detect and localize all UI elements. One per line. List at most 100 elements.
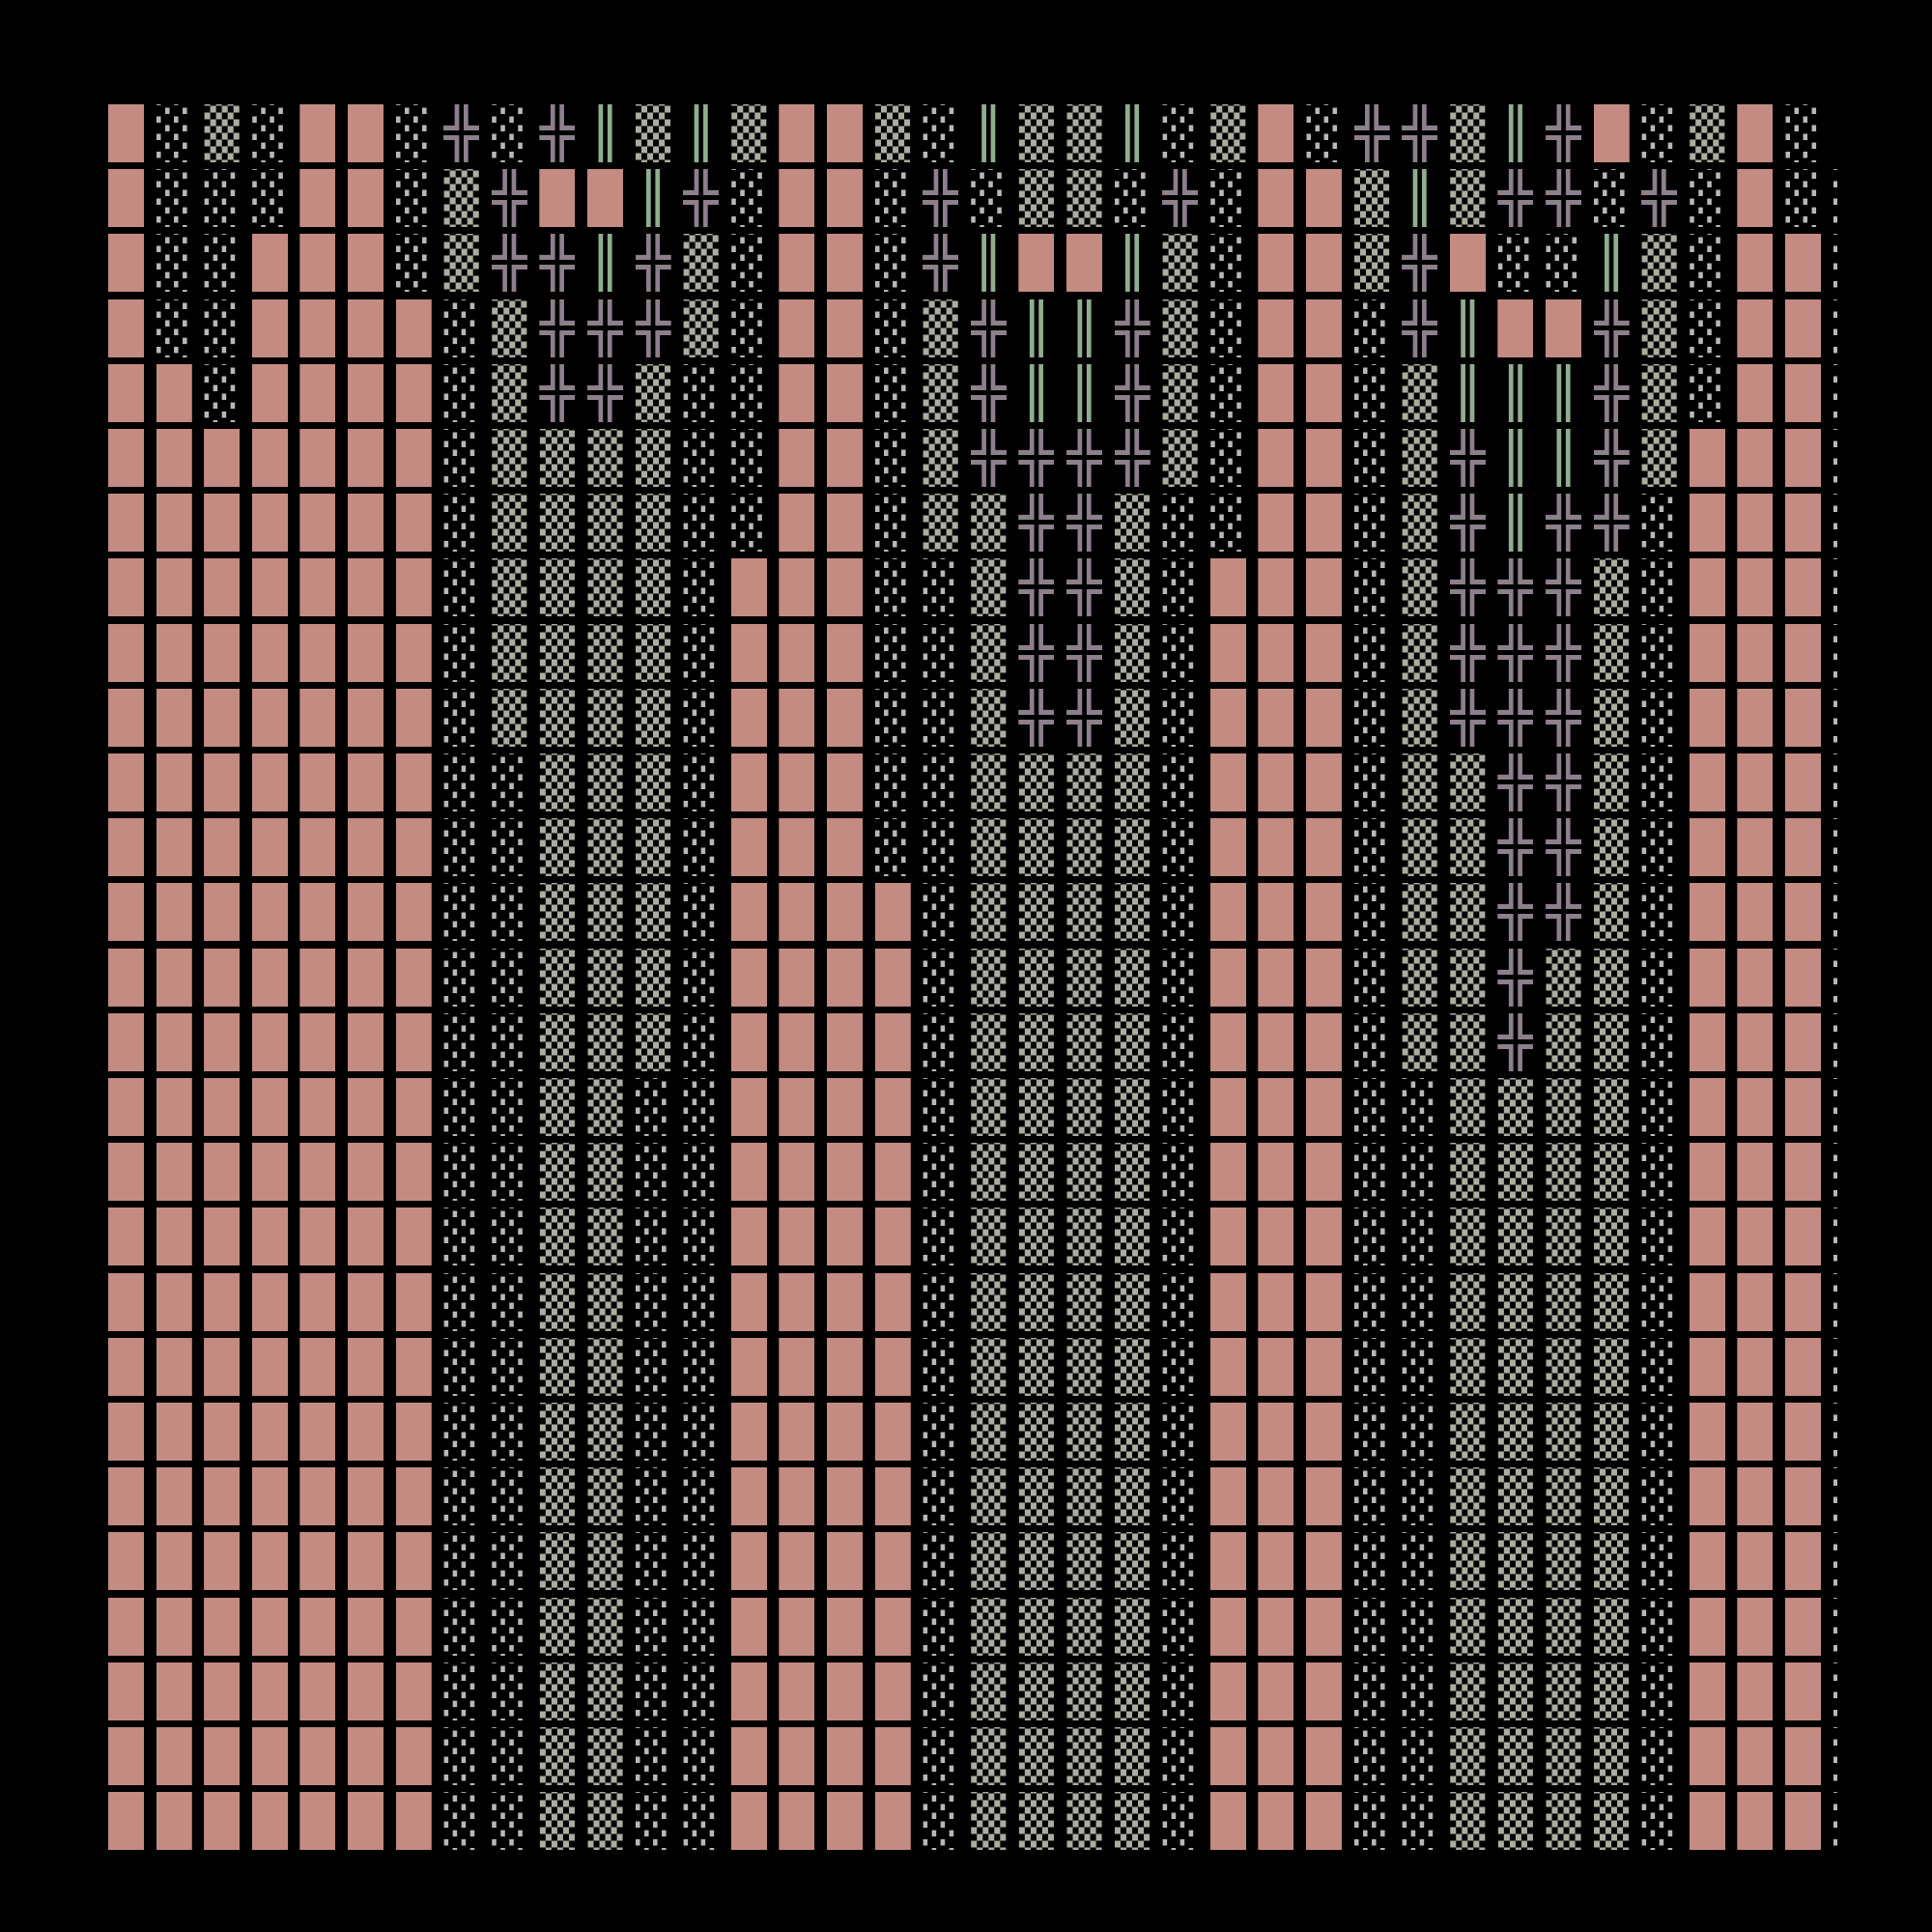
block-tile: █ [108, 1337, 144, 1396]
light-shade-tile: ░ [1354, 818, 1390, 877]
medium-shade-tile: ▒ [1018, 948, 1054, 1007]
medium-shade-tile: ▒ [1546, 1792, 1581, 1851]
block-tile: █ [108, 1012, 144, 1071]
medium-shade-tile: ▒ [1066, 1467, 1102, 1526]
light-shade-tile: ░ [731, 429, 767, 487]
medium-shade-tile: ▒ [1594, 1403, 1630, 1461]
medium-shade-tile: ▒ [1450, 1662, 1486, 1720]
block-tile: █ [348, 558, 384, 617]
block-tile: █ [1737, 1403, 1773, 1461]
light-shade-tile: ░ [731, 234, 767, 293]
light-shade-tile: ░ [1402, 1662, 1437, 1720]
block-tile: █ [156, 429, 192, 487]
light-shade-tile: ░ [1833, 429, 1837, 487]
medium-shade-tile: ▒ [1115, 1012, 1151, 1071]
medium-shade-tile: ▒ [636, 883, 671, 942]
bar-tile: ║ [1066, 298, 1102, 357]
medium-shade-tile: ▒ [1115, 948, 1151, 1007]
light-shade-tile: ░ [731, 494, 767, 553]
light-shade-tile: ░ [1641, 1727, 1677, 1785]
block-tile: █ [252, 1403, 288, 1461]
light-shade-tile: ░ [1115, 169, 1151, 228]
block-tile: █ [1306, 1078, 1342, 1136]
medium-shade-tile: ▒ [971, 1143, 1007, 1202]
block-tile: █ [396, 429, 432, 487]
block-tile: █ [731, 1403, 767, 1461]
light-shade-tile: ░ [875, 169, 911, 228]
light-shade-tile: ░ [683, 948, 719, 1007]
light-shade-tile: ░ [1833, 558, 1837, 616]
medium-shade-tile: ▒ [539, 1208, 575, 1266]
light-shade-tile: ░ [1162, 1143, 1198, 1202]
medium-shade-tile: ▒ [539, 494, 575, 553]
block-tile: █ [252, 298, 288, 357]
block-tile: █ [1785, 1597, 1821, 1656]
medium-shade-tile: ▒ [1402, 1012, 1437, 1071]
block-tile: █ [156, 1532, 192, 1591]
block-tile: █ [1258, 623, 1293, 682]
medium-shade-tile: ▒ [1450, 883, 1486, 942]
block-tile: █ [1737, 494, 1773, 553]
light-shade-tile: ░ [156, 169, 192, 228]
block-tile: █ [1258, 818, 1293, 877]
block-tile: █ [1737, 363, 1773, 422]
medium-shade-tile: ▒ [1594, 1272, 1630, 1331]
cross-tile: ╬ [1546, 818, 1581, 877]
block-tile: █ [1306, 948, 1342, 1007]
cross-tile: ╬ [1018, 558, 1054, 617]
medium-shade-tile: ▒ [539, 1792, 575, 1851]
light-shade-tile: ░ [443, 1727, 479, 1785]
block-tile: █ [731, 753, 767, 811]
block-tile: █ [1258, 1012, 1293, 1071]
light-shade-tile: ░ [1162, 494, 1198, 553]
block-tile: █ [348, 1727, 384, 1785]
medium-shade-tile: ▒ [1450, 1143, 1486, 1202]
light-shade-tile: ░ [443, 429, 479, 487]
light-shade-tile: ░ [875, 494, 911, 553]
light-shade-tile: ░ [1690, 298, 1725, 357]
block-tile: █ [299, 558, 335, 617]
light-shade-tile: ░ [1641, 1467, 1677, 1526]
block-tile: █ [1690, 623, 1725, 682]
block-tile: █ [1210, 883, 1246, 942]
light-shade-tile: ░ [1402, 1208, 1437, 1266]
block-tile: █ [1210, 1727, 1246, 1785]
medium-shade-tile: ▒ [587, 753, 623, 811]
block-tile: █ [779, 558, 814, 617]
block-tile: █ [779, 298, 814, 357]
block-tile: █ [1785, 1078, 1821, 1136]
block-tile: █ [396, 1012, 432, 1071]
medium-shade-tile: ▒ [539, 1467, 575, 1526]
light-shade-tile: ░ [443, 494, 479, 553]
block-tile: █ [1737, 948, 1773, 1007]
block-tile: █ [396, 494, 432, 553]
light-shade-tile: ░ [683, 494, 719, 553]
light-shade-tile: ░ [252, 169, 288, 228]
block-tile: █ [1258, 1727, 1293, 1785]
cross-tile: ╬ [1497, 753, 1533, 811]
medium-shade-tile: ▒ [1402, 818, 1437, 877]
block-tile: █ [827, 753, 863, 811]
light-shade-tile: ░ [1354, 1403, 1390, 1461]
light-shade-tile: ░ [1354, 558, 1390, 617]
light-shade-tile: ░ [636, 1078, 671, 1136]
block-tile: █ [299, 1662, 335, 1720]
light-shade-tile: ░ [1162, 558, 1198, 617]
block-tile: █ [299, 1208, 335, 1266]
block-tile: █ [252, 1208, 288, 1266]
light-shade-tile: ░ [923, 1792, 958, 1851]
medium-shade-tile: ▒ [1594, 558, 1630, 617]
cross-tile: ╬ [1497, 883, 1533, 942]
light-shade-tile: ░ [683, 1597, 719, 1656]
medium-shade-tile: ▒ [1018, 1403, 1054, 1461]
medium-shade-tile: ▒ [1594, 1727, 1630, 1785]
light-shade-tile: ░ [443, 1078, 479, 1136]
light-shade-tile: ░ [1833, 1403, 1837, 1461]
block-tile: █ [1785, 688, 1821, 747]
block-tile: █ [156, 363, 192, 422]
medium-shade-tile: ▒ [1115, 1143, 1151, 1202]
block-tile: █ [1306, 753, 1342, 811]
cross-tile: ╬ [443, 104, 479, 162]
light-shade-tile: ░ [1641, 1272, 1677, 1331]
block-tile: █ [1690, 1337, 1725, 1396]
